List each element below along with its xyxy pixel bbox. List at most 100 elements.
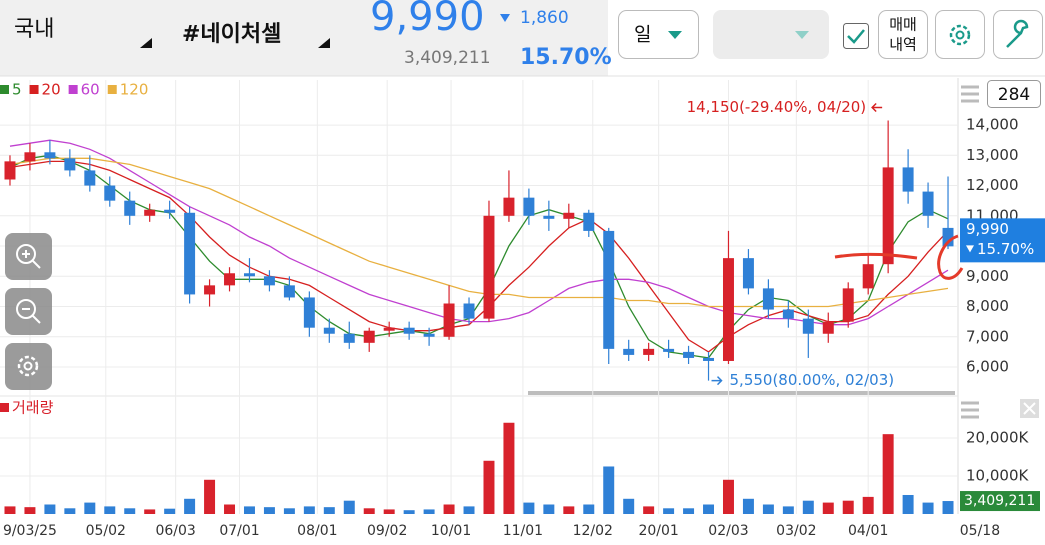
candle-body bbox=[164, 209, 176, 213]
candle-body bbox=[323, 327, 335, 334]
candle-body bbox=[84, 170, 96, 186]
volume-bar bbox=[802, 500, 814, 514]
candle-body bbox=[722, 258, 734, 361]
candle-body bbox=[263, 276, 275, 286]
volume-bar bbox=[303, 506, 315, 514]
price-tag-value: 9,990 bbox=[966, 220, 1009, 238]
period-select[interactable] bbox=[618, 10, 699, 59]
candle-body bbox=[942, 227, 954, 247]
x-tick-label: 12/02 bbox=[573, 523, 613, 539]
rate: 15.70% bbox=[520, 45, 612, 70]
volume-bar bbox=[283, 508, 295, 514]
y-tick-label: 9,000 bbox=[966, 267, 1009, 285]
price-tag bbox=[960, 218, 1045, 263]
candle-body bbox=[503, 197, 515, 216]
candle-body bbox=[523, 197, 535, 216]
price: 9,990 bbox=[370, 0, 485, 40]
candle-body bbox=[144, 209, 156, 216]
volume-bar bbox=[84, 502, 96, 514]
volume-bar bbox=[603, 466, 615, 514]
volume-bar bbox=[543, 504, 555, 514]
gear-icon[interactable] bbox=[955, 30, 965, 40]
legend-swatch bbox=[68, 85, 78, 94]
trade-button[interactable] bbox=[878, 10, 928, 59]
candle-body bbox=[663, 348, 675, 352]
candle-body bbox=[403, 327, 415, 334]
legend-swatch bbox=[0, 403, 9, 412]
y-tick-label: 8,000 bbox=[966, 297, 1009, 315]
dropdown-icon[interactable] bbox=[318, 38, 330, 48]
high-annotation: 14,150(-29.40%, 04/20) bbox=[687, 98, 867, 116]
volume-bar bbox=[463, 506, 475, 514]
v-tick-label: 10,000K bbox=[966, 466, 1029, 484]
volume-bar bbox=[44, 504, 56, 514]
candle-body bbox=[423, 333, 435, 337]
y-tick-label: 12,000 bbox=[966, 176, 1019, 194]
plot: 6,0007,0008,0009,00010,00011,00012,00013… bbox=[0, 80, 1045, 539]
wrench-icon[interactable] bbox=[1006, 19, 1029, 48]
settings-tool-button[interactable] bbox=[5, 343, 52, 390]
volume-bar bbox=[762, 504, 774, 514]
volume-bar bbox=[822, 502, 834, 514]
volume-bar bbox=[942, 501, 954, 514]
empty-select[interactable] bbox=[713, 10, 829, 59]
candle-body bbox=[343, 333, 355, 343]
candle-body bbox=[184, 212, 196, 295]
menu-icon[interactable] bbox=[961, 85, 979, 419]
volume-bar bbox=[483, 460, 495, 514]
dropdown-icon[interactable] bbox=[795, 31, 809, 39]
candle-body bbox=[782, 309, 794, 319]
candle-body bbox=[683, 351, 695, 358]
checkbox[interactable] bbox=[843, 23, 869, 49]
candle-body bbox=[802, 318, 814, 334]
trade-label[interactable]: 내역 bbox=[889, 36, 917, 54]
volume-bar bbox=[742, 498, 754, 514]
price-tag-arrow bbox=[966, 245, 974, 253]
legend-swatch bbox=[107, 85, 117, 94]
x-tick-label: 03/02 bbox=[776, 523, 816, 539]
volume-bar bbox=[683, 508, 695, 514]
volume-bar bbox=[184, 498, 196, 514]
volume-bar bbox=[862, 496, 874, 514]
legend-label: 5 bbox=[12, 81, 22, 99]
hand-line bbox=[834, 252, 918, 260]
change: 1,860 bbox=[520, 8, 569, 28]
candle-body bbox=[4, 161, 16, 180]
count[interactable]: 284 bbox=[998, 85, 1030, 105]
candle-body bbox=[104, 185, 116, 201]
candle-body bbox=[623, 348, 635, 355]
candle-body bbox=[882, 167, 894, 265]
settings-button[interactable] bbox=[935, 10, 985, 59]
candle-body bbox=[363, 330, 375, 343]
dropdown-icon[interactable] bbox=[140, 38, 152, 48]
x-tick-label: 11/01 bbox=[503, 523, 543, 539]
candle-body bbox=[842, 288, 854, 322]
dropdown-icon[interactable] bbox=[668, 31, 682, 39]
zoom-in-button[interactable] bbox=[5, 233, 52, 280]
x-tick-label: 02/03 bbox=[708, 523, 748, 539]
close-icon[interactable] bbox=[1023, 402, 1036, 415]
candle-body bbox=[243, 273, 255, 277]
period[interactable]: 일 bbox=[634, 24, 651, 46]
count-box[interactable] bbox=[987, 80, 1041, 108]
volume-bar bbox=[263, 507, 275, 514]
zoom-out-button[interactable] bbox=[5, 288, 52, 335]
legend-label: 120 bbox=[120, 81, 149, 99]
trade-label[interactable]: 매매 bbox=[889, 16, 917, 34]
gear-icon[interactable] bbox=[949, 24, 971, 46]
volume-title: 거래량 bbox=[12, 399, 54, 417]
stock-name[interactable]: #네이처셀 bbox=[182, 22, 281, 47]
volume-tag-value: 3,409,211 bbox=[964, 493, 1035, 509]
volume-bar bbox=[343, 500, 355, 514]
candle-body bbox=[643, 348, 655, 355]
check-mark bbox=[847, 29, 865, 44]
volume-bar bbox=[124, 508, 136, 514]
volume-bar bbox=[563, 506, 575, 514]
volume-bar bbox=[583, 504, 595, 514]
legend-swatch bbox=[29, 85, 39, 94]
market[interactable]: 국내 bbox=[14, 17, 54, 42]
volume-bar bbox=[663, 508, 675, 514]
volume-bar bbox=[703, 504, 715, 514]
x-tick-label: 05/02 bbox=[86, 523, 126, 539]
